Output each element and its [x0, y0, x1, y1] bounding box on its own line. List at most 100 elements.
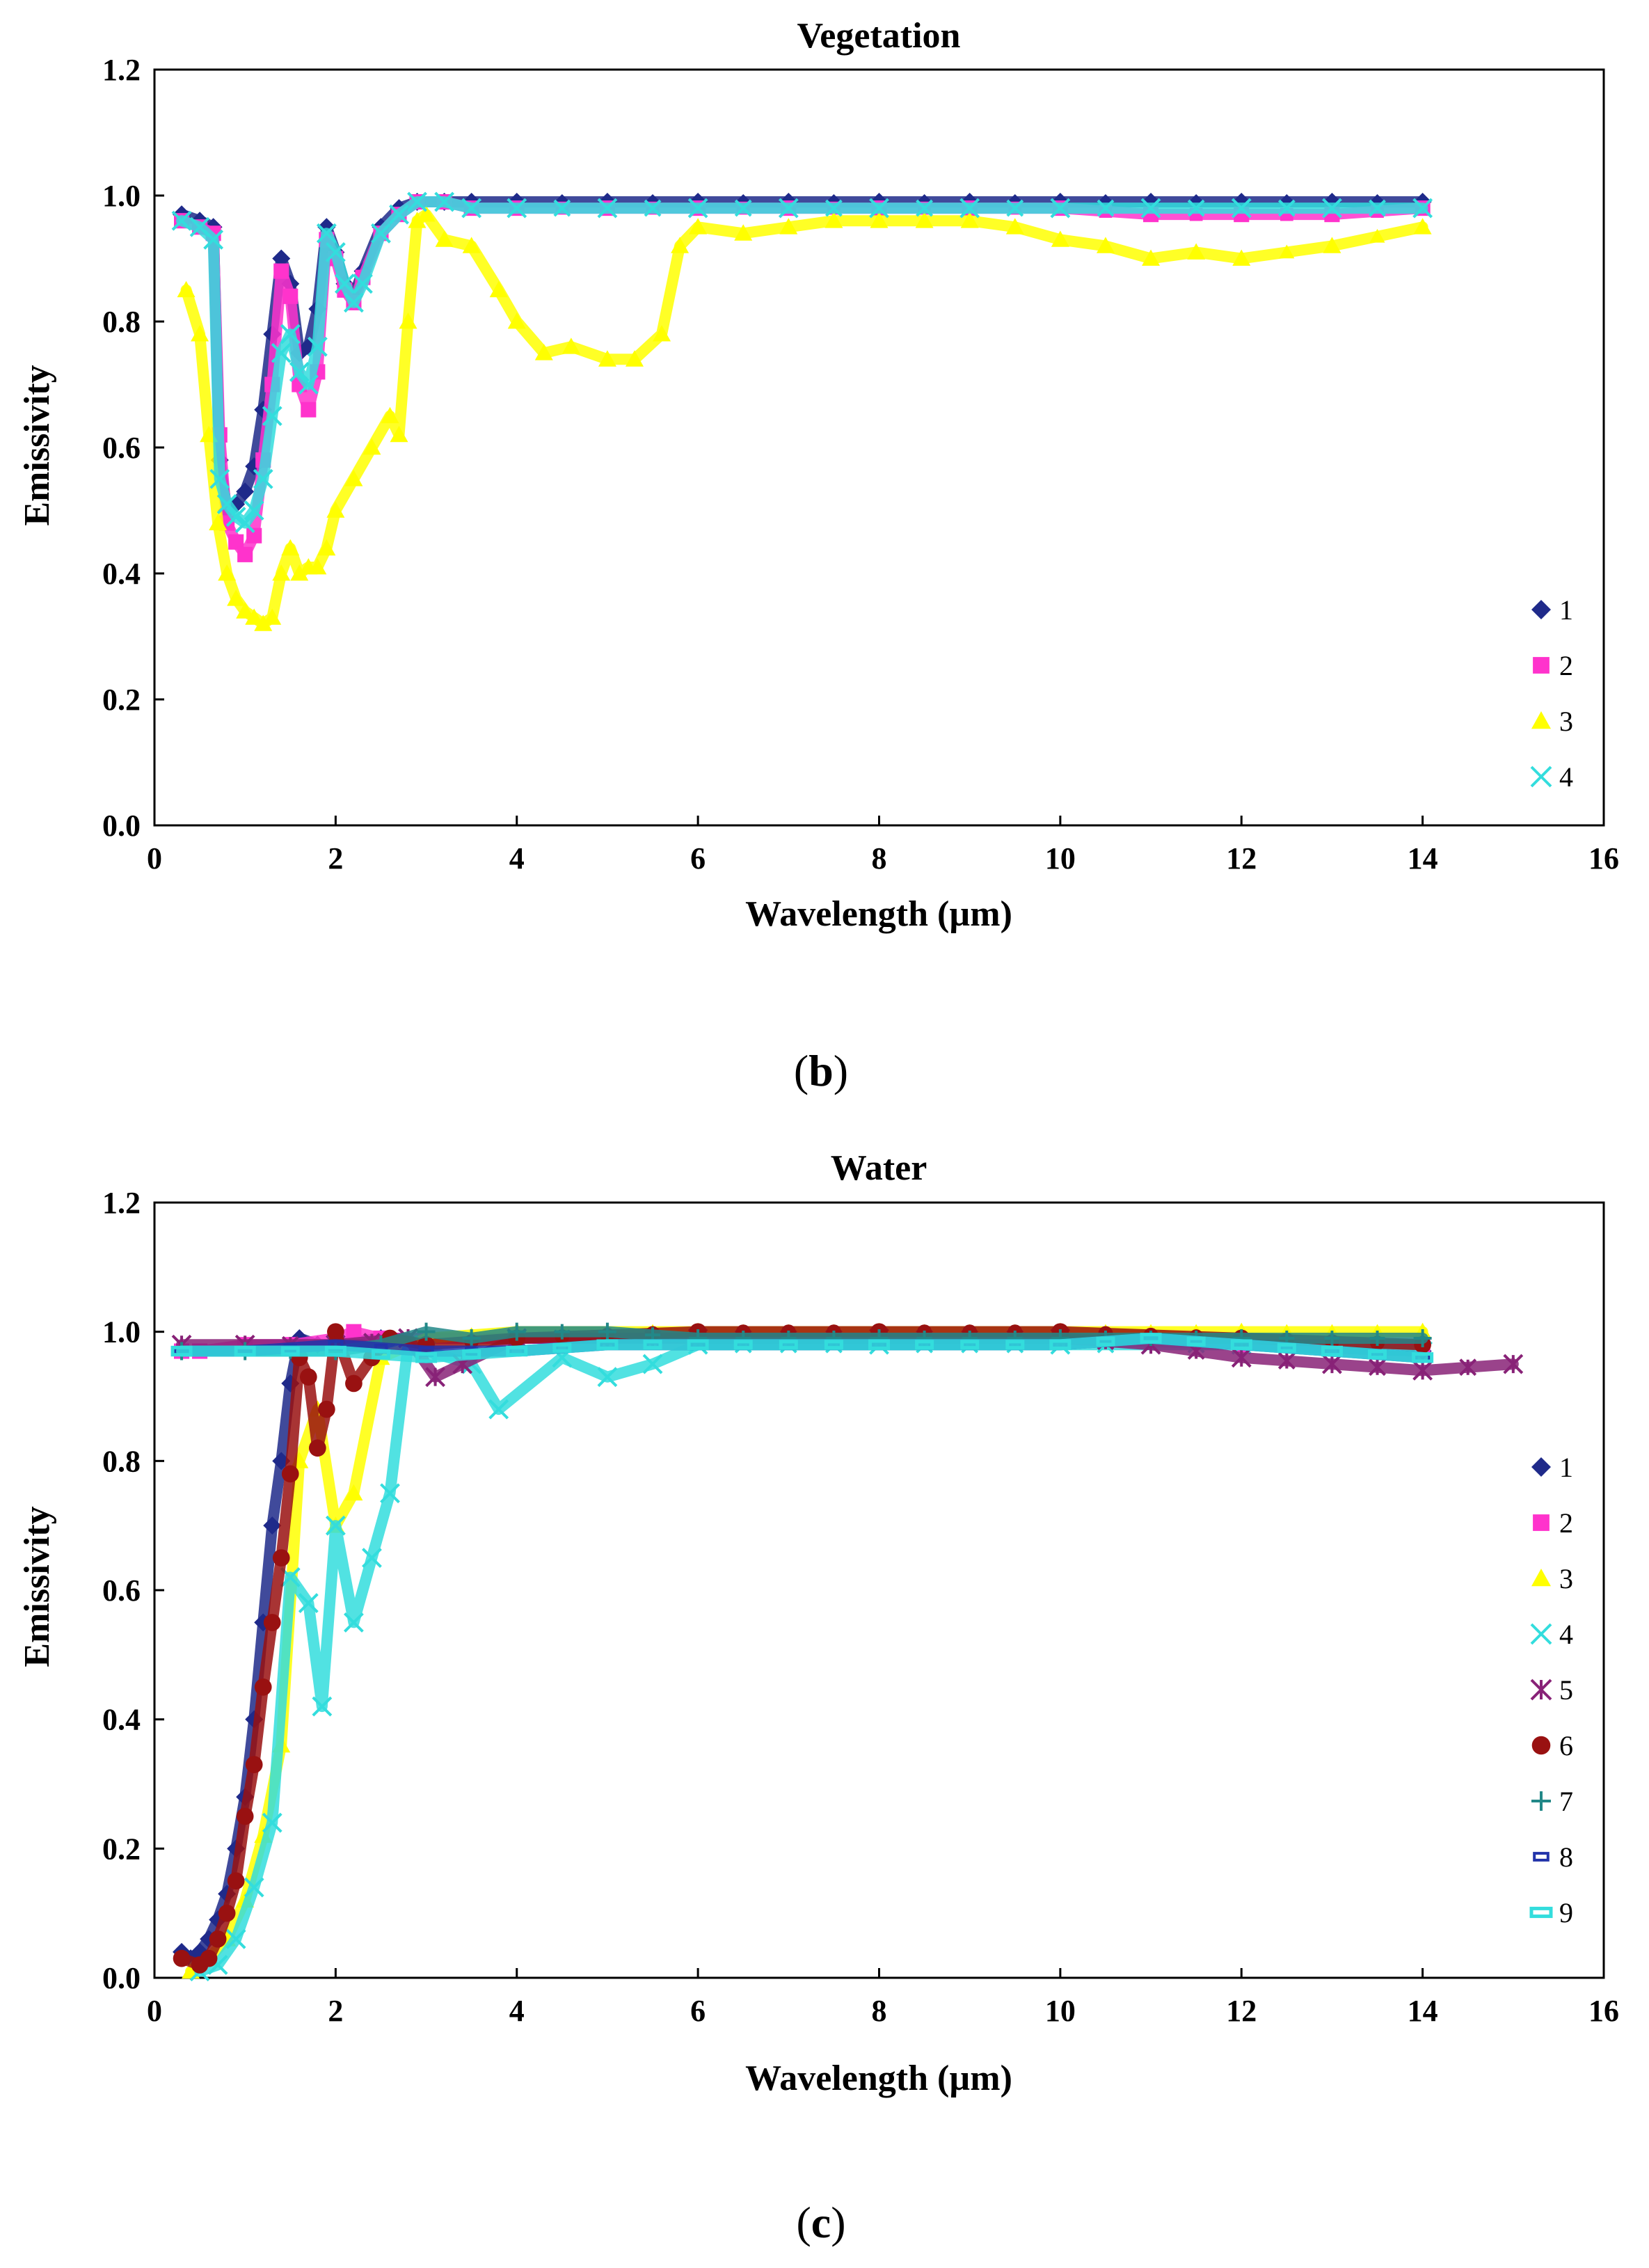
legend-item: 5 — [1530, 1674, 1573, 1706]
data-point — [308, 1439, 326, 1457]
x-tick-label: 2 — [328, 1994, 343, 2028]
data-point — [317, 539, 336, 556]
data-point — [598, 1322, 616, 1341]
data-point — [960, 1340, 980, 1350]
data-point — [281, 1465, 299, 1483]
data-point — [915, 1340, 934, 1350]
data-point — [417, 1322, 436, 1341]
legend-label: 9 — [1559, 1897, 1573, 1928]
panel-label: (b) — [794, 1046, 848, 1095]
data-point — [959, 198, 980, 219]
data-point — [1277, 1342, 1296, 1353]
data-point — [507, 1322, 526, 1341]
data-point — [245, 1756, 263, 1773]
legend-swatch — [1529, 1906, 1553, 1919]
data-point — [271, 342, 292, 363]
data-point — [1050, 198, 1071, 219]
data-point — [488, 1399, 509, 1420]
legend-swatch — [1531, 1569, 1551, 1587]
x-tick-label: 14 — [1408, 1994, 1438, 2028]
data-point — [325, 1515, 346, 1536]
legend-item: 1 — [1531, 1452, 1573, 1483]
data-point — [554, 1324, 570, 1340]
data-point — [408, 212, 427, 228]
data-point — [415, 1352, 438, 1363]
legend-item: 7 — [1531, 1786, 1573, 1817]
data-point — [407, 191, 427, 212]
x-tick-label: 6 — [690, 1994, 706, 2028]
series-1 — [173, 1329, 1432, 1968]
data-point — [325, 242, 346, 262]
legend-label: 4 — [1559, 761, 1573, 793]
data-point — [273, 263, 289, 279]
data-point — [282, 288, 298, 304]
data-point — [344, 1484, 363, 1501]
data-point — [245, 608, 264, 625]
series-trail — [176, 1332, 1428, 1363]
y-tick-label: 1.2 — [102, 53, 141, 87]
data-point — [489, 280, 508, 298]
data-point — [597, 198, 618, 219]
data-point — [371, 1349, 390, 1360]
data-point — [1324, 1330, 1340, 1346]
x-tick-label: 12 — [1226, 1994, 1257, 2028]
data-point — [390, 425, 408, 443]
series-2 — [174, 194, 1431, 562]
data-point — [1412, 1360, 1433, 1381]
data-point — [534, 344, 553, 360]
data-point — [597, 1367, 618, 1388]
data-point — [227, 1872, 245, 1890]
data-point — [916, 199, 934, 217]
data-point — [254, 614, 273, 631]
y-axis-title: Emissivity — [17, 365, 57, 525]
data-point — [644, 199, 662, 217]
data-point — [272, 249, 291, 268]
data-point — [1321, 1345, 1343, 1357]
data-point — [779, 1340, 798, 1350]
series-4 — [189, 1334, 1433, 1982]
data-point — [1322, 198, 1342, 219]
legend-item: 4 — [1530, 1619, 1573, 1650]
data-point — [289, 361, 310, 382]
data-point — [653, 325, 671, 342]
data-point — [263, 608, 282, 625]
series-trail — [194, 1339, 1428, 1977]
series-9 — [170, 1332, 1434, 1363]
data-point — [1231, 1347, 1252, 1368]
data-point — [1412, 198, 1433, 219]
data-point — [318, 1400, 335, 1418]
data-point — [552, 1342, 572, 1353]
data-point — [869, 198, 889, 219]
legend-label: 7 — [1559, 1786, 1573, 1817]
data-point — [1279, 244, 1295, 259]
data-point — [327, 1323, 344, 1341]
plot-area: 0.00.20.40.60.81.01.20 2 4 6 8 10 12 14 16123456… — [102, 1186, 1619, 2028]
chart-title: Water — [831, 1148, 927, 1188]
legend-swatch — [1531, 1457, 1551, 1477]
series-trail — [185, 1326, 1428, 1977]
data-point — [262, 406, 282, 427]
data-point — [209, 468, 230, 489]
data-point — [262, 1812, 282, 1833]
data-point — [1277, 199, 1296, 217]
data-point — [824, 1340, 843, 1350]
data-point — [435, 230, 454, 247]
panel-label-open: ( — [796, 2198, 811, 2247]
data-point — [1140, 198, 1161, 219]
data-point — [915, 212, 934, 228]
data-point — [200, 1949, 218, 1967]
data-point — [868, 1339, 890, 1350]
data-point — [246, 528, 262, 544]
y-tick-label: 1.0 — [102, 179, 141, 213]
x-tick-label: 4 — [509, 1994, 525, 2028]
data-point — [345, 1374, 363, 1393]
legend-label: 6 — [1559, 1730, 1573, 1761]
data-point — [191, 325, 209, 342]
data-point — [280, 1346, 300, 1356]
legend-label: 2 — [1559, 650, 1573, 681]
data-point — [263, 1614, 281, 1631]
data-point — [218, 564, 237, 581]
y-tick-label: 0.0 — [102, 1961, 141, 1995]
y-tick-label: 0.6 — [102, 431, 141, 465]
legend-swatch — [1533, 1514, 1550, 1531]
